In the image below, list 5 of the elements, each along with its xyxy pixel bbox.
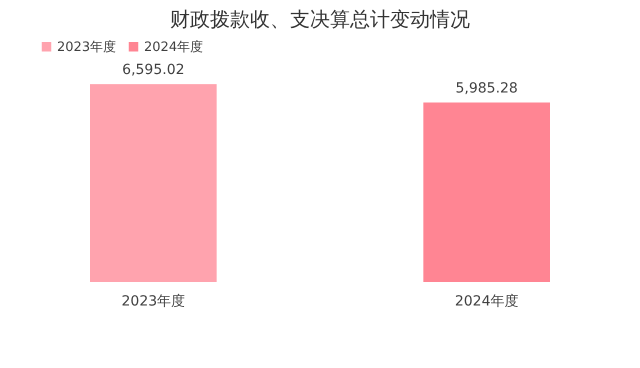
legend-label: 2024年度 xyxy=(144,38,204,55)
data-label: 5,985.28 xyxy=(455,80,518,96)
data-label: 6,595.02 xyxy=(122,62,185,78)
chart-title: 财政拨款收、支决算总计变动情况 xyxy=(170,7,470,31)
legend-label: 2023年度 xyxy=(57,38,116,55)
